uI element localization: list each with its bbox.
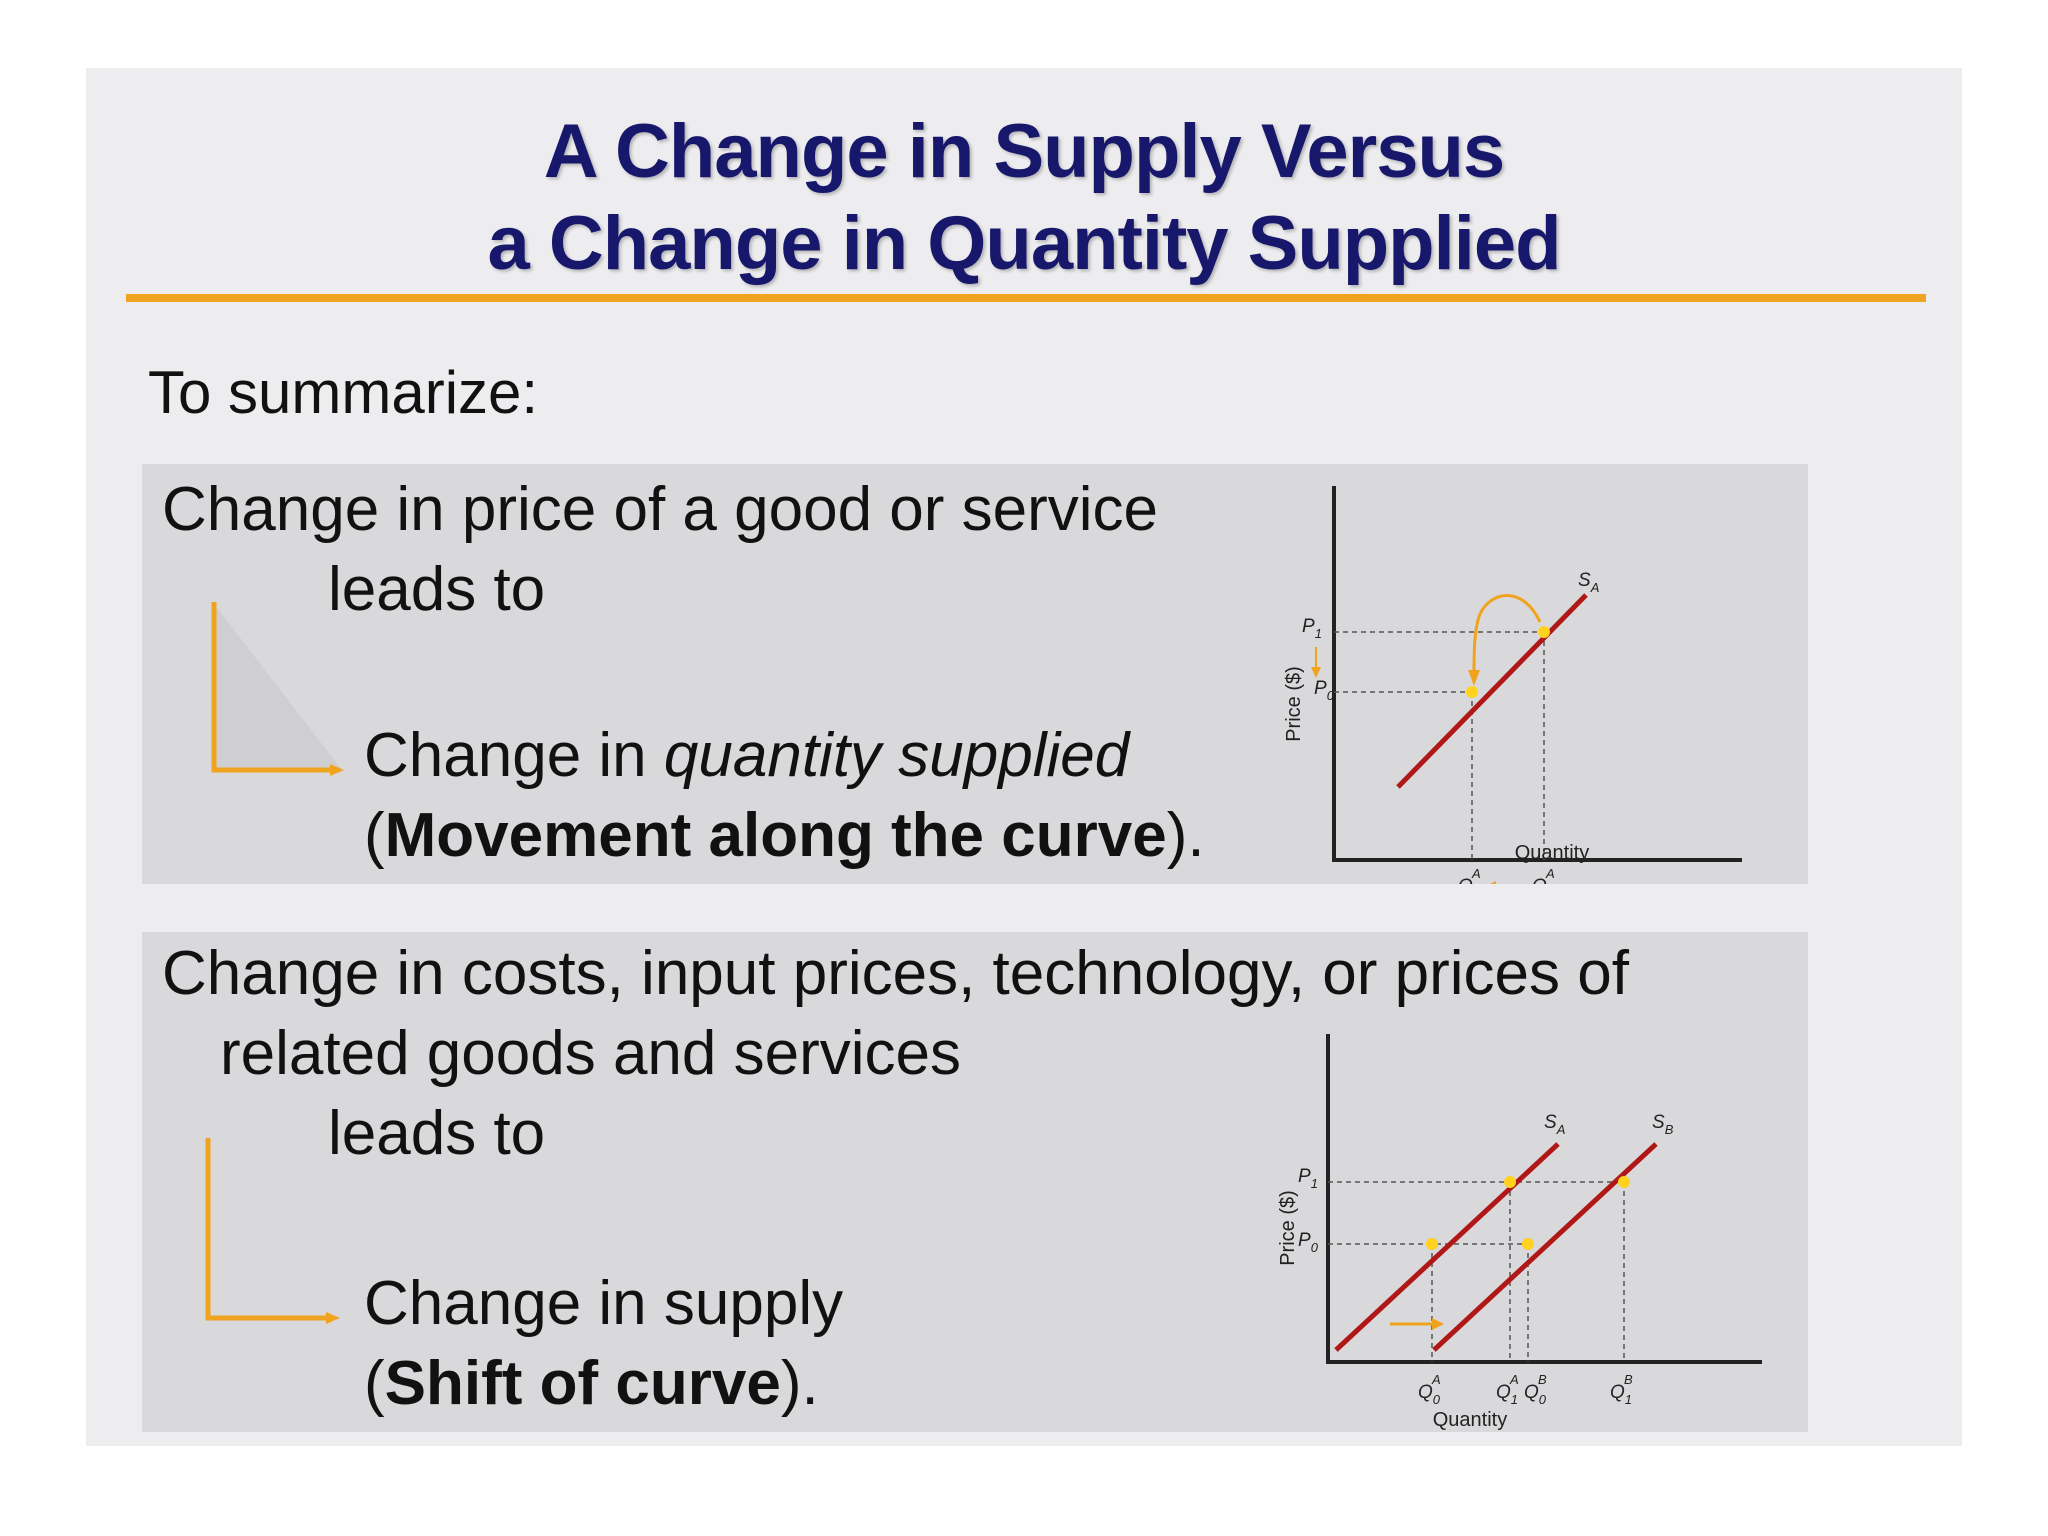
intro-text: To summarize: bbox=[148, 359, 539, 426]
quantity-left-arrow-head bbox=[1490, 881, 1496, 884]
graph-1-x-axis-label: Quantity bbox=[1514, 842, 1590, 864]
label-p0: P0 bbox=[1298, 1230, 1319, 1255]
panel-1-line-2: leads to bbox=[328, 555, 546, 624]
panel-2-result-line: Change in supply bbox=[364, 1269, 844, 1338]
label-p1: P1 bbox=[1298, 1166, 1318, 1191]
arrow-head bbox=[326, 1312, 340, 1324]
result-italic: quantity supplied bbox=[663, 721, 1130, 790]
arrow-path bbox=[211, 602, 330, 773]
panel-1-result-paren: (Movement along the curve). bbox=[364, 798, 1205, 874]
slide: A Change in Supply Versus a Change in Qu… bbox=[86, 68, 1962, 1446]
point-q0a bbox=[1426, 1238, 1438, 1250]
result-prefix: Change in bbox=[364, 721, 664, 790]
arrow-shadow bbox=[214, 604, 342, 770]
panel-2-line-2: related goods and services bbox=[220, 1019, 962, 1088]
point-q1b bbox=[1618, 1176, 1630, 1188]
label-p1: P1 bbox=[1302, 616, 1322, 641]
label-q1b: Q1B bbox=[1610, 1372, 1633, 1407]
graph-movement-along-curve: Price ($) Quantity SA P1 P0 Q0A Q1A bbox=[1283, 486, 1742, 884]
slide-title-line-2: a Change in Quantity Supplied bbox=[487, 201, 1561, 286]
curve-label-sa: SA bbox=[1544, 1112, 1565, 1137]
label-p0: P0 bbox=[1314, 678, 1335, 703]
panel-2-line-3: leads to bbox=[328, 1099, 546, 1168]
x-axis-label: Quantity bbox=[1433, 1409, 1507, 1431]
graph-shift-of-curve: Price ($) SA SB P1 P0 Q0A Q1A Q0B Q1B Qu… bbox=[1277, 1034, 1762, 1431]
label-q1a: Q1A bbox=[1532, 866, 1555, 884]
result-bold: Movement along the curve bbox=[384, 801, 1167, 870]
point-q0b bbox=[1522, 1238, 1534, 1250]
supply-curve-b bbox=[1432, 1142, 1658, 1352]
panel-2-result-paren: (Shift of curve). bbox=[364, 1346, 819, 1422]
shift-arrow-head bbox=[1432, 1318, 1444, 1330]
arrow-path bbox=[205, 1138, 326, 1321]
panel-quantity-supplied: Change in price of a good or service lea… bbox=[142, 464, 1808, 884]
curve-label-sa: SA bbox=[1578, 570, 1599, 595]
y-axis-label: Price ($) bbox=[1277, 1190, 1299, 1266]
paren-close: ). bbox=[1166, 801, 1205, 870]
supply-curve-a bbox=[1396, 593, 1588, 789]
label-q1a: Q1A bbox=[1496, 1372, 1519, 1407]
panel-2-line-1: Change in costs, input prices, technolog… bbox=[162, 939, 1629, 1008]
title-underline bbox=[126, 294, 1926, 302]
panel-1-line-1: Change in price of a good or service bbox=[162, 475, 1159, 544]
panel-1-result-line: Change in quantity supplied bbox=[364, 718, 1129, 794]
slide-title-line-1: A Change in Supply Versus bbox=[543, 109, 1505, 194]
panel-1-arrow-icon bbox=[211, 602, 344, 776]
price-down-arrow-head bbox=[1311, 667, 1321, 678]
point-q0 bbox=[1466, 686, 1478, 698]
paren-close: ). bbox=[780, 1349, 819, 1418]
movement-arc-head bbox=[1468, 670, 1480, 686]
result-bold: Shift of curve bbox=[384, 1349, 781, 1418]
point-q1 bbox=[1538, 626, 1550, 638]
supply-curve-a bbox=[1334, 1142, 1560, 1352]
panel-2-arrow-icon bbox=[205, 1138, 340, 1324]
paren-open: ( bbox=[364, 801, 385, 870]
point-q1a bbox=[1504, 1176, 1516, 1188]
paren-open: ( bbox=[364, 1349, 385, 1418]
movement-arc-arrow bbox=[1472, 594, 1542, 675]
y-axis-label: Price ($) bbox=[1283, 666, 1305, 742]
panel-change-in-supply: Change in costs, input prices, technolog… bbox=[142, 932, 1808, 1432]
label-q0a: Q0A bbox=[1418, 1372, 1441, 1407]
label-q0a: Q0A bbox=[1458, 866, 1481, 884]
curve-label-sb: SB bbox=[1652, 1112, 1674, 1137]
label-q0b: Q0B bbox=[1524, 1372, 1547, 1407]
arrow-head bbox=[330, 764, 344, 776]
